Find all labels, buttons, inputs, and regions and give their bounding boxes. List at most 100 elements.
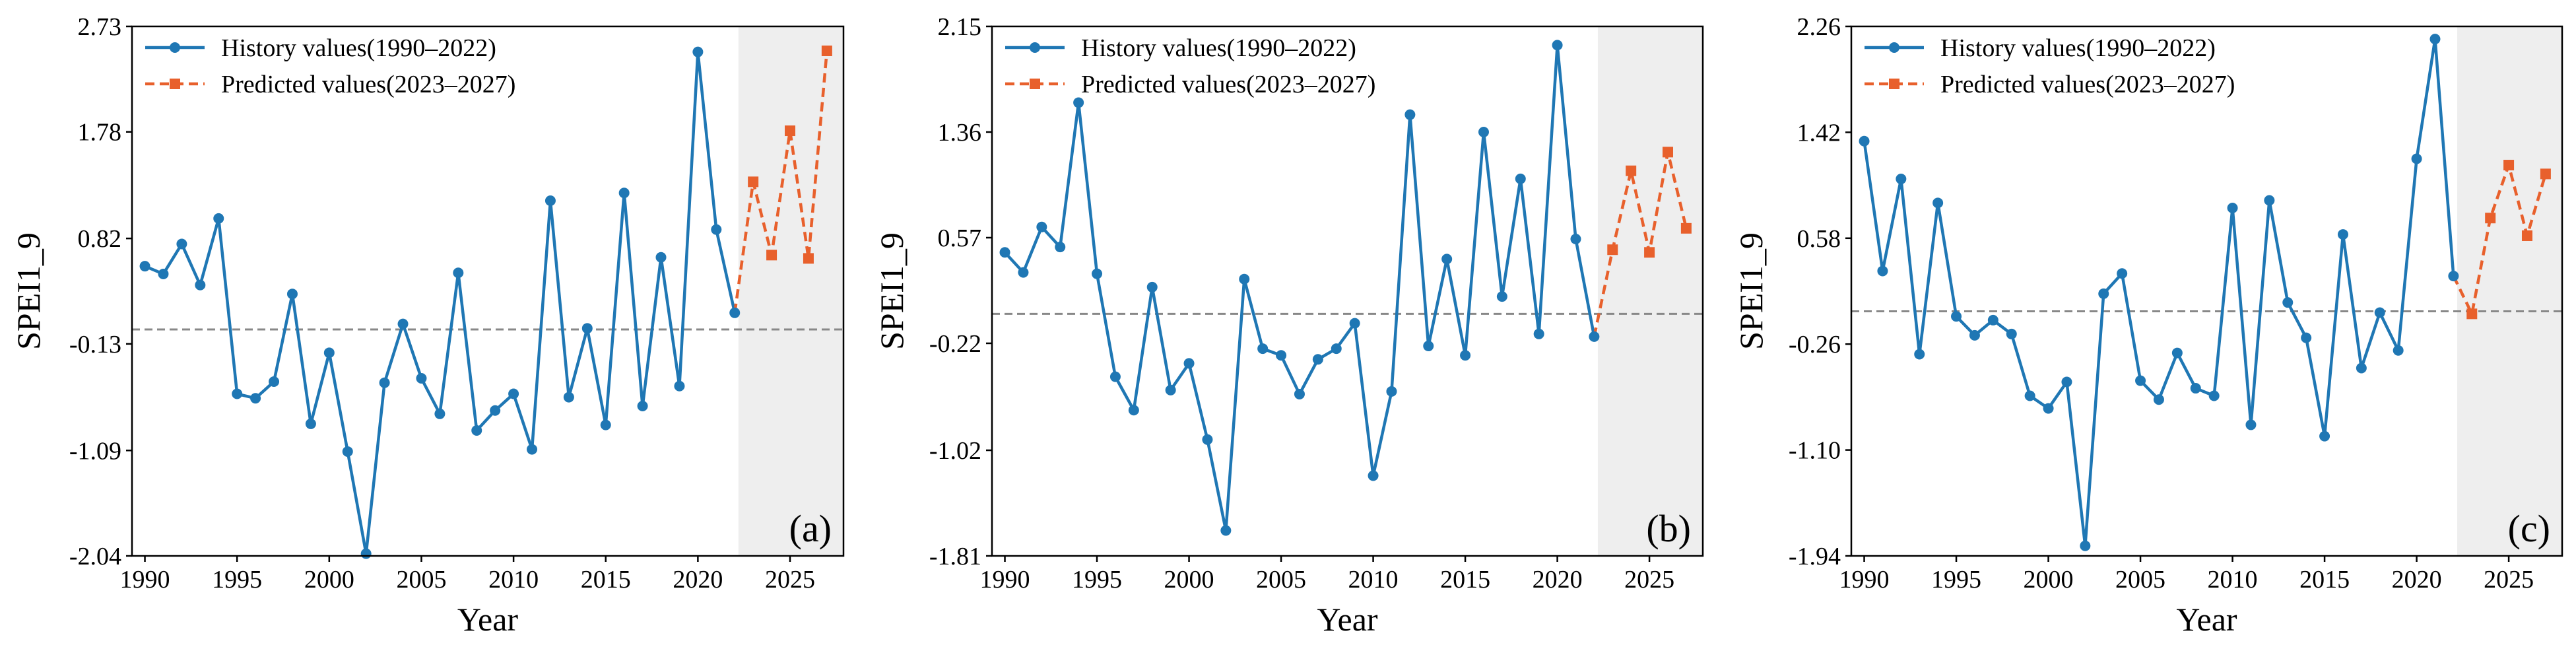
y-tick-label: 0.57: [938, 224, 982, 252]
predicted-point: [2521, 230, 2532, 241]
history-point: [1877, 265, 1888, 277]
legend-entry: History values(1990–2022): [1081, 34, 1356, 62]
predicted-point: [2485, 213, 2496, 224]
history-point: [1312, 354, 1323, 365]
history-point: [2337, 229, 2348, 240]
history-point: [1128, 405, 1139, 416]
history-point: [527, 444, 538, 455]
panel-label: (a): [789, 507, 832, 550]
history-point: [1165, 384, 1176, 395]
legend: History values(1990–2022) Predicted value…: [1865, 34, 2235, 98]
history-point: [195, 279, 206, 290]
history-point: [2411, 153, 2422, 164]
history-point: [2098, 288, 2109, 299]
history-point: [2061, 376, 2072, 388]
predicted-series-line: [2452, 160, 2548, 319]
legend-marker: [1030, 79, 1040, 89]
y-tick-label: -1.02: [929, 437, 981, 465]
predicted-point: [766, 250, 777, 261]
plot-frame: [131, 25, 845, 557]
history-point: [1239, 273, 1250, 285]
x-tick-label: 1995: [212, 566, 262, 594]
x-tick-label: 2025: [1624, 566, 1674, 594]
history-point: [158, 268, 169, 279]
history-series-line: [1863, 37, 2455, 547]
x-tick-label: 2000: [2024, 566, 2074, 594]
history-point: [2429, 34, 2441, 45]
history-point: [2374, 307, 2385, 318]
y-tick-label: -1.94: [1789, 543, 1841, 570]
plot-frame: [991, 25, 1704, 557]
x-axis-label: Year: [1317, 601, 1377, 638]
history-point: [2190, 383, 2201, 394]
x-tick-label: 2015: [1440, 566, 1490, 594]
history-point: [563, 392, 574, 403]
x-tick-label: 1995: [1931, 566, 1981, 594]
history-point: [692, 46, 704, 57]
y-tick-label: 1.36: [938, 119, 982, 147]
x-tick-label: 2010: [2208, 566, 2258, 594]
history-point: [2171, 347, 2183, 359]
history-point: [637, 401, 648, 412]
history-point: [397, 318, 409, 329]
history-point: [2448, 271, 2459, 282]
history-point: [2227, 202, 2238, 213]
predicted-series-line: [1593, 151, 1688, 337]
history-series-line: [1003, 44, 1596, 532]
history-point: [1896, 174, 1907, 185]
y-axis-label: SPEI1_9: [1733, 232, 1769, 350]
history-point: [600, 419, 611, 430]
history-point: [508, 388, 519, 399]
history-point: [490, 405, 501, 416]
x-tick-label: 1995: [1072, 566, 1122, 594]
history-point: [1533, 328, 1544, 339]
y-tick-label: 0.58: [1797, 225, 1841, 253]
y-tick-label: 0.82: [78, 225, 122, 253]
chart-panel-1: -2.04 -1.09 -0.13 0.82 1.78 2.73 1990 1995 2000 2…: [10, 13, 845, 638]
history-point: [1570, 234, 1581, 245]
y-axis-label: SPEI1_9: [10, 232, 47, 350]
x-tick-label: 2010: [1348, 566, 1399, 594]
history-point: [305, 418, 316, 429]
predicted-point: [1644, 247, 1655, 258]
history-point: [2319, 430, 2330, 442]
x-tick-label: 2000: [1164, 566, 1214, 594]
history-point: [2282, 297, 2294, 308]
history-point: [1496, 291, 1507, 302]
forecast-shade: [1597, 26, 1703, 556]
history-point: [581, 323, 593, 334]
history-point: [453, 267, 464, 279]
history-point: [1515, 173, 1526, 184]
history-point: [1018, 267, 1029, 278]
predicted-point: [1607, 244, 1618, 256]
history-point: [342, 446, 353, 457]
x-tick-label: 2005: [1256, 566, 1306, 594]
y-tick-label: -1.10: [1789, 437, 1841, 465]
predicted-point: [2503, 160, 2515, 171]
predicted-point: [1662, 147, 1673, 158]
history-point: [1969, 329, 1980, 341]
legend: History values(1990–2022) Predicted value…: [1005, 34, 1375, 98]
history-point: [471, 425, 482, 436]
history-point: [323, 347, 335, 359]
x-tick-label: 2005: [2115, 566, 2165, 594]
legend-entry: Predicted values(2023–2027): [221, 71, 515, 98]
history-point: [416, 372, 427, 384]
legend-entry: History values(1990–2022): [1940, 34, 2216, 62]
history-series-line: [144, 50, 737, 555]
x-tick-label: 2020: [1533, 566, 1583, 594]
history-point: [1183, 358, 1195, 369]
history-point: [2043, 403, 2054, 414]
history-point: [213, 213, 224, 224]
forecast-shade: [2457, 26, 2562, 556]
history-point: [286, 289, 298, 300]
history-point: [1951, 311, 1962, 322]
history-point: [176, 238, 187, 250]
history-point: [1349, 318, 1360, 329]
predicted-point: [1626, 165, 1637, 176]
predicted-point: [2466, 308, 2478, 320]
history-point: [655, 252, 667, 263]
history-point: [2135, 375, 2146, 386]
history-point: [1294, 388, 1305, 399]
